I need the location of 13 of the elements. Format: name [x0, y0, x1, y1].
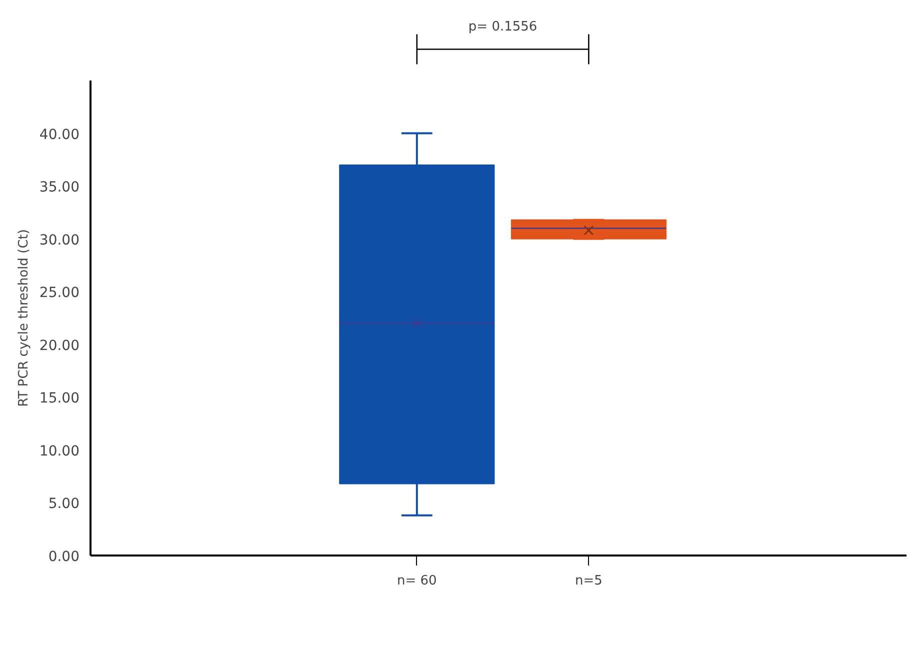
x-tick-label: n=5 [574, 574, 602, 588]
y-tick-label: 20.00 [39, 338, 80, 354]
y-tick-label: 40.00 [39, 126, 80, 143]
y-tick-label: 35.00 [39, 180, 80, 196]
y-tick-label: 5.00 [48, 496, 80, 512]
y-tick-label: 15.00 [39, 390, 80, 407]
x-tick-label: n= 60 [396, 574, 437, 588]
y-tick-label: 10.00 [39, 443, 80, 460]
y-axis-title: RT PCR cycle threshold (Ct) [16, 229, 32, 407]
text: p= 0.1556 [468, 19, 538, 34]
y-tick-label: 30.00 [39, 232, 80, 248]
y-tick-label: 25.00 [39, 285, 80, 302]
y-tick-label: 0.00 [48, 549, 80, 565]
